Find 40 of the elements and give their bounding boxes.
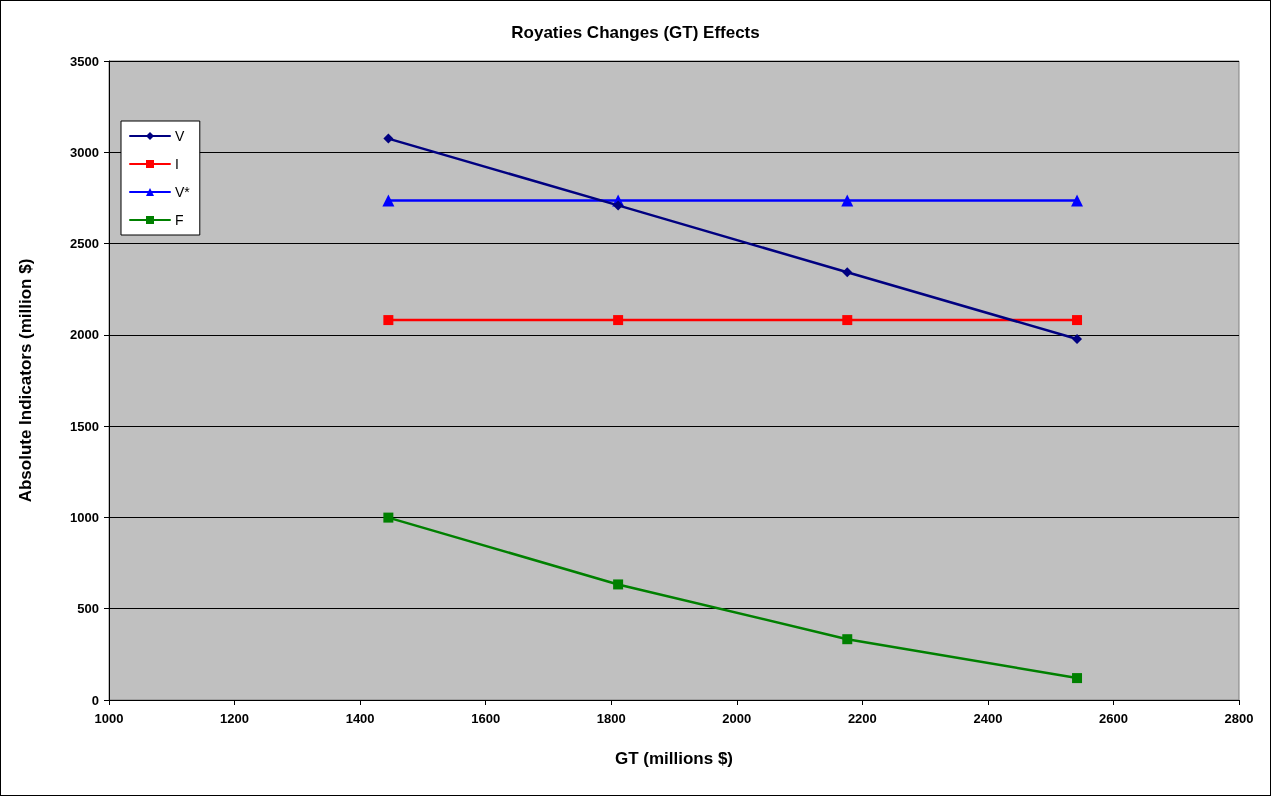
- point: [383, 512, 394, 523]
- legend-label: V: [175, 128, 185, 144]
- point: [382, 194, 395, 207]
- legend-label: I: [175, 156, 179, 172]
- x-tick-label: 1800: [596, 711, 626, 726]
- y-axis-title: Absolute Indicators (million $): [16, 258, 35, 503]
- x-tick-label: 2400: [973, 711, 1003, 726]
- point: [1072, 673, 1083, 684]
- x-tick-label: 1600: [471, 711, 501, 726]
- y-tick-label: 0: [91, 692, 99, 708]
- point: [841, 194, 854, 207]
- point: [1072, 315, 1083, 326]
- x-tick-label: 1200: [220, 711, 250, 726]
- x-tick-label: 2200: [847, 711, 877, 726]
- point: [842, 315, 853, 326]
- point: [1071, 194, 1084, 207]
- point: [613, 579, 624, 590]
- y-tick-label: 500: [77, 601, 99, 617]
- legend-label: F: [175, 212, 184, 228]
- y-tick-label: 2500: [70, 236, 99, 252]
- x-tick-label: 2000: [722, 711, 752, 726]
- y-tick-label: 3000: [70, 144, 99, 160]
- point: [842, 267, 853, 278]
- point: [1072, 334, 1083, 345]
- x-tick-label: 1400: [345, 711, 375, 726]
- y-tick-label: 1000: [70, 509, 99, 525]
- x-tick-label: 1000: [94, 711, 124, 726]
- x-tick-label: 2600: [1098, 711, 1128, 726]
- point: [383, 133, 394, 144]
- point: [613, 315, 624, 326]
- y-tick-label: 3500: [70, 53, 99, 69]
- y-tick-label: 2000: [70, 327, 99, 343]
- x-tick-label: 2800: [1224, 711, 1254, 726]
- y-tick-label: 1500: [70, 418, 99, 434]
- chart-title: Royaties Changes (GT) Effects: [511, 23, 760, 42]
- legend-label: V*: [175, 184, 191, 200]
- point: [613, 200, 624, 211]
- x-axis-title: GT (millions $): [614, 749, 734, 768]
- point: [383, 315, 394, 326]
- point: [842, 634, 853, 645]
